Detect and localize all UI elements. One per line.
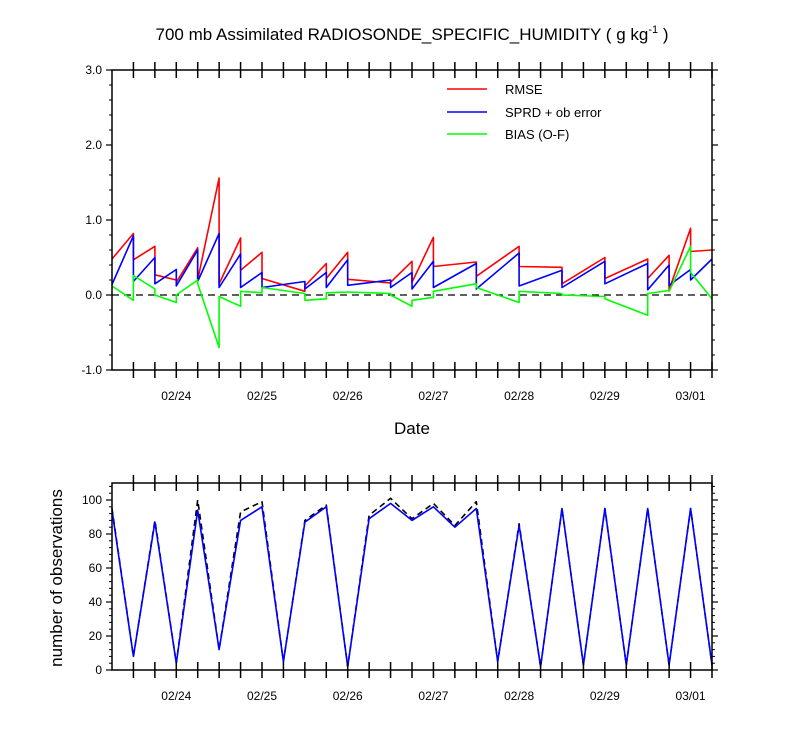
y-tick-label: 80 xyxy=(89,527,103,541)
x-tick-label: 02/26 xyxy=(333,689,363,703)
y-tick-label: 100 xyxy=(82,493,102,507)
series-rmse xyxy=(111,177,713,293)
x-tick-label: 03/01 xyxy=(676,689,706,703)
y-tick-label: 0 xyxy=(95,663,102,677)
top-x-axis-title: Date xyxy=(394,419,430,438)
x-tick-label: 03/01 xyxy=(676,389,706,403)
legend-label-rmse: RMSE xyxy=(505,82,543,97)
bottom-y-axis-title: number of observations xyxy=(47,489,66,667)
x-tick-label: 02/26 xyxy=(333,389,363,403)
y-tick-label: 2.0 xyxy=(85,138,102,152)
y-tick-label: 0.0 xyxy=(85,288,102,302)
top-plot-frame xyxy=(111,69,713,371)
chart-title: 700 mb Assimilated RADIOSONDE_SPECIFIC_H… xyxy=(156,24,669,44)
series-possible-observations xyxy=(111,497,713,668)
series-bias-o-f xyxy=(111,245,713,349)
bottom-plot-frame xyxy=(111,482,713,671)
x-tick-label: 02/25 xyxy=(247,689,277,703)
series-used-observations xyxy=(111,502,713,668)
legend: RMSE SPRD + ob error BIAS (O-F) xyxy=(447,82,602,142)
bottom-plot: 0 20 40 60 80 100 02/24 02/25 02/26 02/27 02/28 02/… xyxy=(47,475,718,703)
series-sprd-ob-error xyxy=(111,232,713,291)
x-tick-label: 02/27 xyxy=(418,389,448,403)
y-tick-label: 1.0 xyxy=(85,213,102,227)
x-tick-label: 02/24 xyxy=(161,389,191,403)
top-plot: -1.0 0.0 1.0 2.0 3.0 02/24 02/25 02/26 02/27 02/2… xyxy=(81,62,718,438)
x-tick-label: 02/29 xyxy=(590,389,620,403)
y-tick-label: 60 xyxy=(89,561,103,575)
y-tick-label: 3.0 xyxy=(85,63,102,77)
x-tick-label: 02/28 xyxy=(504,389,534,403)
x-tick-label: 02/28 xyxy=(504,689,534,703)
legend-label-bias: BIAS (O-F) xyxy=(505,127,569,142)
x-tick-label: 02/24 xyxy=(161,689,191,703)
legend-label-sprd: SPRD + ob error xyxy=(505,105,602,120)
y-tick-label: -1.0 xyxy=(81,363,102,377)
x-tick-label: 02/25 xyxy=(247,389,277,403)
x-tick-label: 02/27 xyxy=(418,689,448,703)
y-tick-label: 40 xyxy=(89,595,103,609)
x-tick-label: 02/29 xyxy=(590,689,620,703)
y-tick-label: 20 xyxy=(89,629,103,643)
